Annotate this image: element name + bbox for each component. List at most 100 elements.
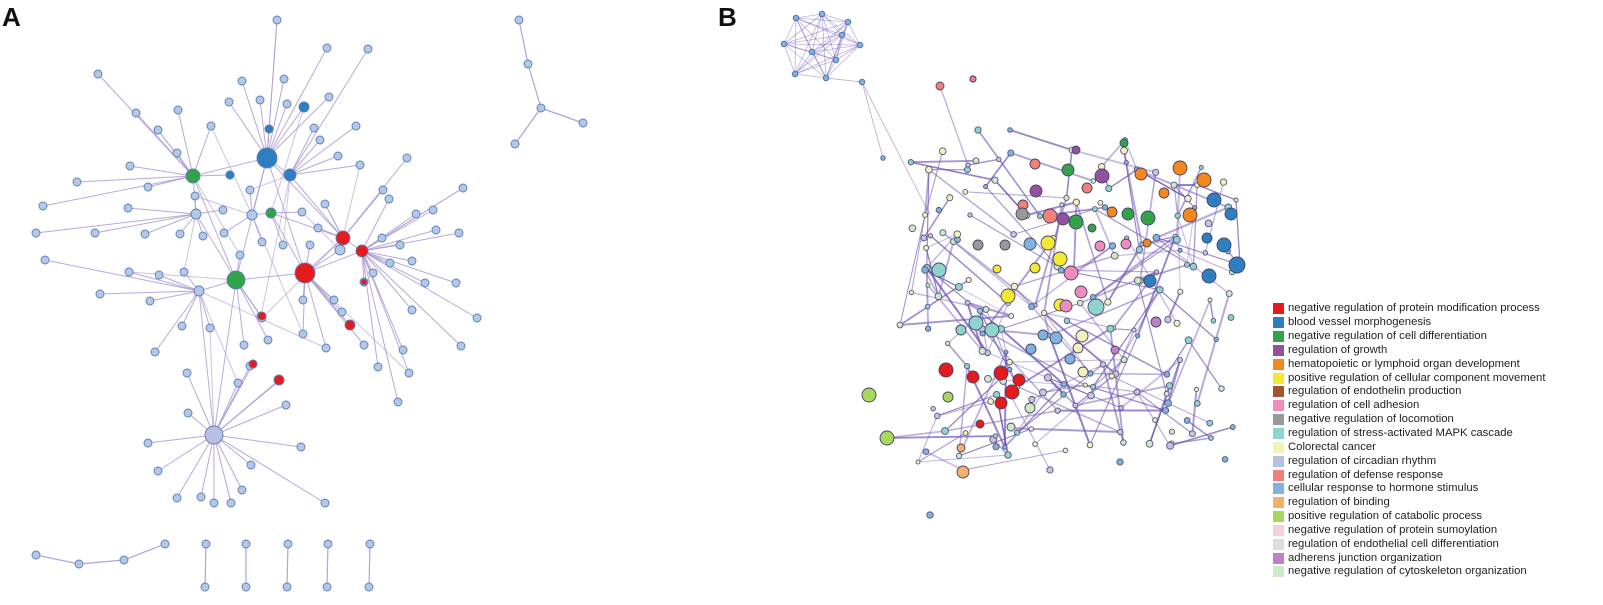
network-node (955, 452, 963, 460)
network-edge (1156, 206, 1229, 239)
network-node (472, 313, 482, 323)
network-node (294, 262, 316, 284)
network-node (185, 168, 201, 184)
network-node (1025, 343, 1037, 355)
network-node (297, 207, 307, 217)
network-edge (1073, 272, 1160, 291)
legend-label: regulation of stress-activated MAPK casc… (1288, 427, 1513, 440)
network-edge (783, 43, 827, 79)
network-edge (342, 157, 408, 239)
network-node (1072, 342, 1084, 354)
network-edge (925, 450, 964, 471)
network-node (1183, 261, 1190, 268)
network-node (1152, 168, 1160, 176)
network-edge (783, 43, 813, 53)
network-node (1206, 419, 1214, 427)
network-node (182, 368, 192, 378)
network-edge (266, 78, 285, 159)
network-node (1074, 285, 1088, 299)
network-node (393, 397, 403, 407)
network-edge (289, 48, 369, 176)
network-node (1165, 382, 1174, 390)
network-b-edges (783, 13, 1241, 471)
network-node (1040, 309, 1048, 317)
network-node (1012, 373, 1026, 387)
network-node (245, 185, 255, 195)
network-node (922, 212, 928, 218)
network-node (1207, 297, 1213, 303)
network-edge (270, 106, 305, 214)
network-edge (981, 328, 1086, 386)
network-node (987, 398, 995, 405)
network-node (984, 322, 1000, 338)
legend-label: regulation of cell adhesion (1288, 399, 1420, 412)
network-node (1029, 184, 1043, 198)
network-node (915, 459, 921, 465)
network-edge (923, 197, 951, 239)
cluster-legend: negative regulation of protein modificat… (1273, 302, 1545, 579)
network-node (200, 582, 210, 592)
network-edge (953, 241, 1032, 308)
network-node (1135, 333, 1141, 339)
network-node (1110, 251, 1119, 260)
network-node (1177, 357, 1183, 363)
network-edge (811, 51, 827, 79)
network-edge (969, 214, 1058, 267)
network-node (1153, 269, 1160, 275)
network-node (373, 362, 383, 372)
network-node (858, 78, 866, 86)
legend-item: regulation of growth (1273, 344, 1545, 358)
network-edge (1043, 312, 1051, 336)
network-edge (94, 213, 197, 234)
legend-swatch (1273, 331, 1284, 343)
network-node (808, 48, 816, 56)
network-node (175, 229, 185, 239)
network-node (996, 156, 1002, 163)
network-edge (841, 34, 861, 46)
network-edge (361, 229, 437, 252)
network-edge (1175, 167, 1182, 240)
network-node (1164, 399, 1172, 407)
legend-label: positive regulation of cellular componen… (1288, 371, 1546, 384)
legend-item: positive regulation of cellular componen… (1273, 371, 1545, 385)
network-edge (835, 44, 861, 61)
network-edge (368, 543, 371, 588)
network-node (1164, 315, 1172, 324)
legend-item: regulation of stress-activated MAPK casc… (1273, 427, 1545, 441)
network-node (1184, 336, 1193, 345)
network-edge (266, 96, 330, 159)
network-node (1063, 194, 1070, 202)
network-node (363, 44, 373, 54)
network-node (1201, 232, 1213, 244)
network-edge (154, 290, 200, 353)
network-node (1108, 373, 1115, 380)
network-edge (1094, 208, 1194, 268)
network-edge (924, 269, 960, 288)
network-edge (270, 212, 306, 274)
network-edge (794, 34, 843, 75)
legend-swatch (1273, 428, 1284, 440)
network-node (125, 161, 135, 171)
legend-swatch (1273, 511, 1284, 523)
network-node (402, 153, 412, 163)
legend-label: regulation of defense response (1288, 468, 1444, 481)
network-edge (1004, 383, 1065, 448)
network-node (1037, 329, 1049, 341)
network-node (861, 387, 877, 403)
network-node (1059, 202, 1065, 208)
network-edge (76, 175, 194, 183)
network-node (360, 278, 368, 286)
network-edge (157, 434, 215, 472)
network-node (1152, 233, 1161, 242)
network-edge (847, 21, 861, 46)
network-edge (181, 290, 200, 327)
network-node (1106, 206, 1118, 218)
network-node (1173, 319, 1181, 327)
network-node (1039, 388, 1047, 397)
network-node (963, 166, 971, 174)
network-edge (514, 107, 542, 145)
legend-item: adherens junction organization (1273, 551, 1545, 565)
legend-item: negative regulation of protein sumoylati… (1273, 524, 1545, 538)
network-node (578, 118, 588, 128)
network-node (315, 135, 325, 145)
